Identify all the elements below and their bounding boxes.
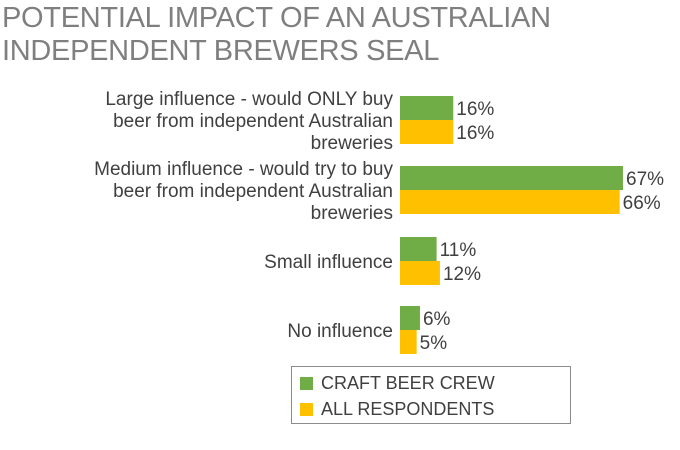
bar-all-respondents <box>400 190 620 214</box>
data-label: 66% <box>623 193 661 214</box>
legend-swatch-all-respondents <box>300 402 313 416</box>
category-label: Medium influence - would try to buy beer … <box>94 159 393 224</box>
data-label: 12% <box>443 264 481 285</box>
bar-craft-beer-crew <box>400 237 437 261</box>
data-label: 5% <box>420 333 448 354</box>
bar-all-respondents <box>400 261 440 285</box>
legend-label-craft-beer-crew: CRAFT BEER CREW <box>321 372 495 393</box>
legend-item-craft-beer-crew: CRAFT BEER CREW <box>300 371 495 395</box>
data-label: 67% <box>626 169 664 190</box>
legend-swatch-craft-beer-crew <box>300 376 313 390</box>
bar-craft-beer-crew <box>400 306 420 330</box>
category-label: Small influence <box>264 252 393 273</box>
legend-label-all-respondents: ALL RESPONDENTS <box>321 398 495 419</box>
chart-title: POTENTIAL IMPACT OF AN AUSTRALIAN INDEPE… <box>2 2 551 67</box>
data-label: 16% <box>456 99 494 120</box>
category-label: No influence <box>287 321 393 342</box>
bar-craft-beer-crew <box>400 166 623 190</box>
category-label: Large influence - would ONLY buy beer fro… <box>105 89 393 154</box>
bar-all-respondents <box>400 120 454 144</box>
data-label: 11% <box>440 240 477 261</box>
legend: CRAFT BEER CREW ALL RESPONDENTS <box>291 366 571 424</box>
data-label: 16% <box>456 123 494 144</box>
legend-item-all-respondents: ALL RESPONDENTS <box>300 397 494 421</box>
data-label: 6% <box>423 309 451 330</box>
bar-all-respondents <box>400 330 417 354</box>
bar-craft-beer-crew <box>400 96 454 120</box>
